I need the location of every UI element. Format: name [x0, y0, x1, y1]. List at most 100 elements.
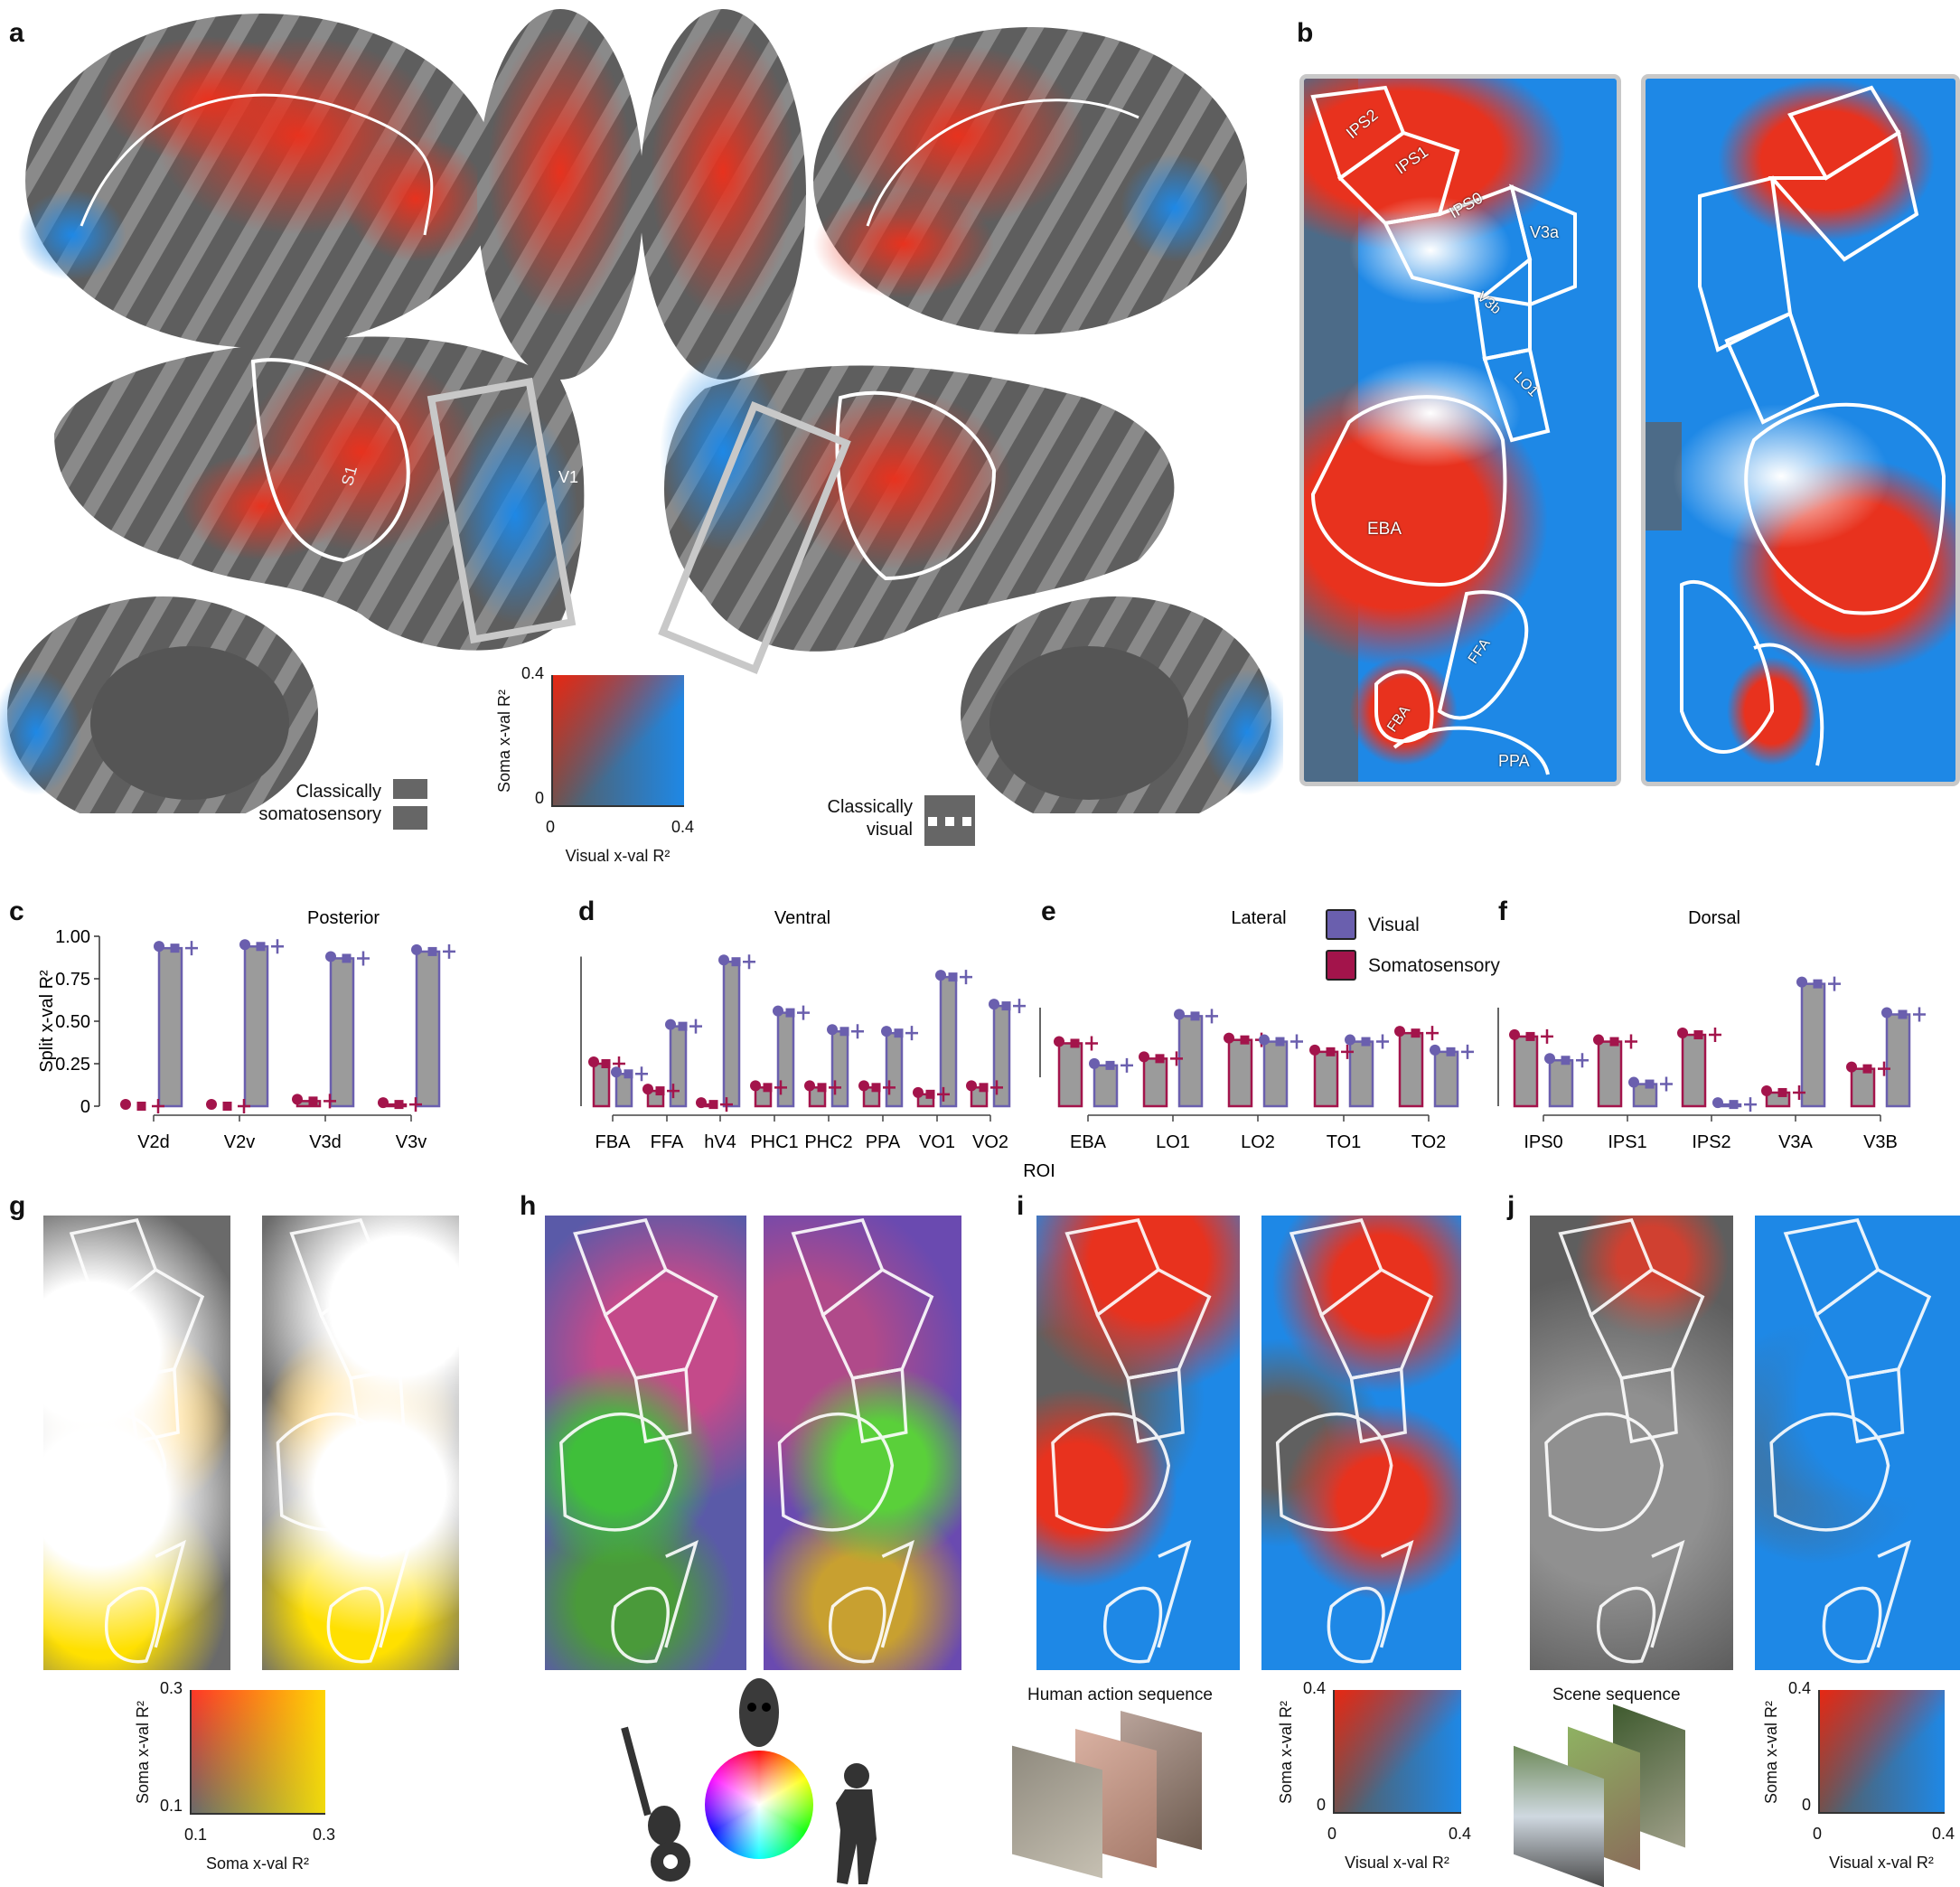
x-tick-label: hV4	[704, 1132, 736, 1152]
subject-marker-square	[925, 1089, 935, 1099]
colorbar-gradient	[190, 1690, 325, 1815]
subject-marker-circle	[1430, 1044, 1440, 1056]
soma-boundary-swatch	[393, 779, 427, 830]
bar-somatosensory-IPS1	[1597, 1040, 1623, 1108]
x-tick-label: PPA	[866, 1132, 901, 1152]
subject-marker-circle	[913, 1086, 924, 1098]
panel-label-e: e	[1041, 897, 1056, 926]
x-tick-label: V3B	[1863, 1132, 1898, 1152]
legend-swatch-visual	[1326, 909, 1356, 940]
subject-marker-square	[222, 1102, 232, 1111]
y-tick-label: 1.00	[55, 927, 90, 947]
colorbar-y-tick-bottom: 0.1	[159, 1797, 183, 1815]
bar-somatosensory-TO2	[1398, 1031, 1424, 1108]
subject-marker-circle	[206, 1099, 217, 1110]
subject-marker-circle	[1054, 1036, 1064, 1047]
subject-marker-plus	[990, 1080, 1003, 1095]
subject-marker-circle	[588, 1056, 599, 1067]
caption-human-action-sequence: Human action sequence	[1027, 1685, 1213, 1704]
subject-marker-plus	[720, 1097, 733, 1112]
colorbar-gradient	[1333, 1690, 1461, 1814]
x-tick-label: VO2	[972, 1132, 1008, 1152]
chart-title: Dorsal	[1688, 908, 1740, 928]
region-label-v1: V1	[558, 468, 579, 486]
subject-marker-square	[1070, 1038, 1080, 1048]
bar-somatosensory-IPS2	[1681, 1033, 1707, 1108]
subject-marker-plus	[1913, 1007, 1926, 1022]
subject-marker-square	[601, 1059, 611, 1068]
bar-visual-FBA	[614, 1073, 633, 1108]
subject-marker-plus	[409, 1097, 422, 1112]
colorbar-gradient	[1818, 1690, 1945, 1814]
bar-visual-IPS0	[1548, 1058, 1574, 1108]
subject-marker-circle	[1544, 1053, 1555, 1065]
subject-marker-circle	[966, 1080, 977, 1092]
subject-marker-square	[1645, 1079, 1655, 1089]
subject-marker-plus	[271, 939, 284, 954]
subject-marker-square	[427, 946, 437, 956]
colorbar-y-tick-bottom: 0	[534, 789, 544, 807]
subject-marker-square	[731, 957, 741, 967]
panel-label-j: j	[1507, 1191, 1515, 1221]
bar-somatosensory-IPS0	[1513, 1035, 1539, 1108]
x-tick-label: VO1	[919, 1132, 955, 1152]
subject-marker-plus	[1426, 1026, 1439, 1041]
colorbar-y-label: Soma x-val R²	[495, 689, 513, 793]
colorbar-2d-i: 0.4 0 0 0.4 Visual x-val R² Soma x-val R²	[1277, 1679, 1471, 1872]
colorbar-y-tick-top: 0.4	[520, 664, 544, 682]
legend-swatch-somatosensory	[1326, 950, 1356, 981]
bar-charts-c-to-f: Posterior 0 0.25 0.50 0.75 1.00 Split x-val R²…	[37, 908, 1926, 1181]
x-tick-label: LO1	[1156, 1132, 1190, 1152]
subject-marker-plus	[1744, 1097, 1757, 1112]
roi-outlines	[276, 1218, 432, 1664]
body-icon	[836, 1763, 877, 1884]
panel-a-brain-renderings	[0, 9, 1283, 813]
panel-j-map-left-hemisphere	[1530, 1216, 1733, 1670]
subject-marker-plus	[1170, 1051, 1183, 1066]
subject-marker-plus	[635, 1066, 648, 1082]
x-tick-label: V3d	[309, 1132, 342, 1152]
panel-h-map-left-hemisphere	[545, 1216, 746, 1670]
subject-marker-circle	[773, 1005, 783, 1017]
right-medial-hemisphere	[961, 596, 1283, 813]
roi-box-right	[658, 401, 851, 674]
subject-marker-plus	[1541, 1028, 1553, 1044]
x-tick-label: EBA	[1070, 1132, 1107, 1152]
subject-marker-plus	[152, 1099, 164, 1113]
bar-visual-V3A	[1800, 982, 1826, 1108]
colorbar-x-tick-left: 0.1	[184, 1826, 208, 1844]
colorbar-x-tick-left: 0	[1327, 1825, 1337, 1843]
bar-somatosensory-LO2	[1227, 1038, 1253, 1108]
guitar-icon	[621, 1726, 690, 1882]
subject-marker-square	[894, 1028, 904, 1038]
x-tick-label: V2d	[137, 1132, 170, 1152]
subject-marker-circle	[881, 1026, 892, 1037]
bar-visual-V3v	[415, 950, 441, 1108]
bar-visual-hV4	[722, 960, 741, 1108]
subject-marker-plus	[1793, 1084, 1805, 1100]
subject-marker-square	[1862, 1064, 1872, 1074]
roi-outlines	[1275, 1218, 1434, 1664]
colorbar-x-label: Visual x-val R²	[1345, 1854, 1449, 1872]
subject-marker-circle	[935, 970, 946, 981]
colorbar-x-tick-right: 0.3	[313, 1826, 336, 1844]
subject-marker-square	[1446, 1047, 1456, 1056]
legend-soma-line2: somatosensory	[258, 804, 381, 824]
legend-soma-line1: Classically	[295, 782, 381, 802]
x-tick-label: V3A	[1778, 1132, 1813, 1152]
chart-panel-ventral: Ventral FBA FFA hV4 PHC1 PHC2 PPA VO1 VO2	[580, 908, 1026, 1152]
panel-h-map-right-hemisphere	[764, 1216, 961, 1670]
y-tick-label: 0.25	[55, 1055, 90, 1075]
colorbar-x-tick-left: 0	[1813, 1825, 1823, 1843]
subject-marker-square	[948, 972, 958, 982]
subject-marker-square	[1275, 1037, 1285, 1047]
colorbar-2d-a: 0.4 0 0 0.4 Visual x-val R² Soma x-val R²	[495, 664, 694, 865]
bar-visual-VO1	[939, 975, 958, 1108]
subject-marker-square	[1561, 1056, 1571, 1066]
subject-marker-square	[763, 1083, 773, 1093]
subject-marker-circle	[325, 951, 336, 962]
subject-marker-plus	[797, 1005, 810, 1020]
left-medial-hemisphere	[0, 596, 318, 813]
roi-outlines	[1769, 1218, 1932, 1664]
panel-i-map-right-hemisphere	[1261, 1216, 1461, 1670]
